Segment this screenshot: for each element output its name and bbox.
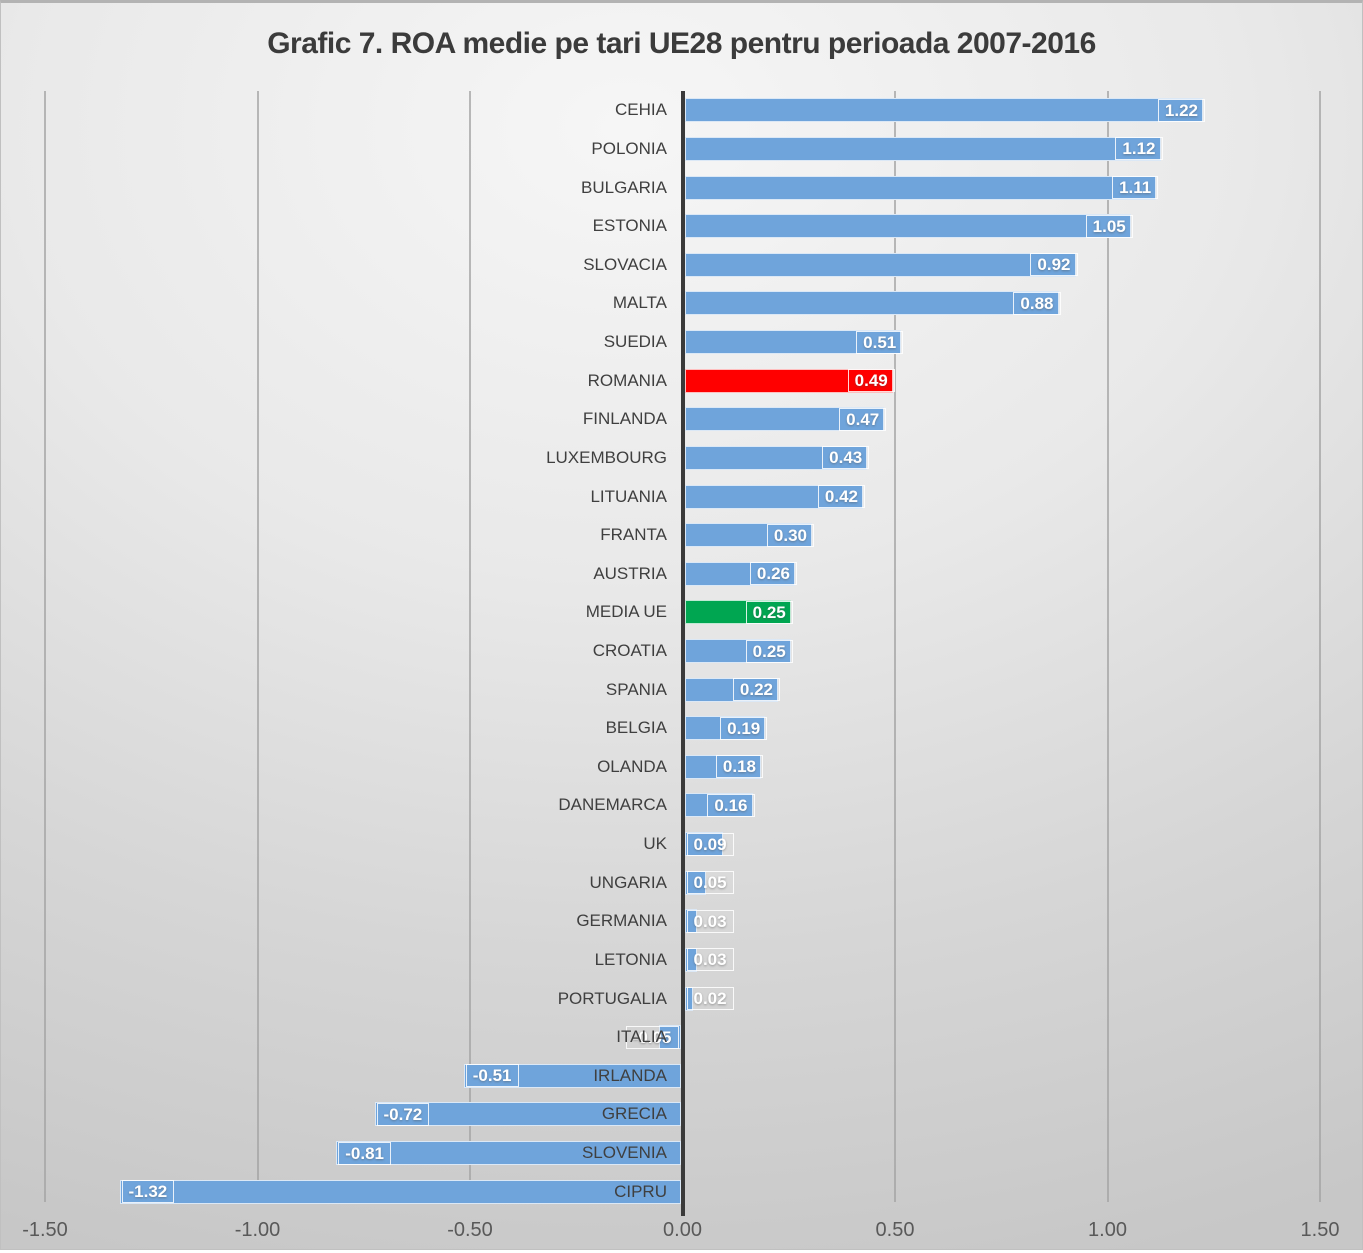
category-label: ROMANIA bbox=[587, 370, 667, 390]
category-label: CROATIA bbox=[592, 641, 667, 660]
category-label: SLOVENIA bbox=[581, 1143, 667, 1163]
bar-value-label: 0.30 bbox=[766, 523, 814, 547]
plot-area: -1.50 -1.00 -0.50 0.00 0.50 1.00 1.50 1.22 CEHIA… bbox=[1, 3, 1363, 1253]
category-label: FRANTA bbox=[600, 525, 667, 545]
bar bbox=[684, 754, 761, 779]
bar bbox=[684, 98, 1203, 123]
bar-value-label: -0.51 bbox=[465, 1064, 519, 1088]
bar bbox=[684, 484, 863, 509]
bar bbox=[684, 330, 902, 355]
bar-value-label: 0.19 bbox=[720, 716, 768, 740]
bar bbox=[684, 677, 778, 702]
category-label: BULGARIA bbox=[581, 177, 667, 197]
gridline bbox=[256, 91, 259, 1202]
gridline bbox=[894, 91, 896, 1202]
bar bbox=[684, 291, 1059, 316]
category-label: PORTUGALIA bbox=[557, 988, 667, 1008]
bar bbox=[684, 136, 1161, 161]
bar-value-label: -0.81 bbox=[338, 1141, 391, 1165]
bar-value-label: 0.02 bbox=[686, 987, 734, 1011]
bar-value-label: -0.05 bbox=[625, 1025, 679, 1049]
category-label: MALTA bbox=[612, 293, 667, 313]
zero-axis-line bbox=[680, 91, 685, 1216]
category-label: IRLANDA bbox=[593, 1065, 667, 1085]
category-label: FINLANDA bbox=[582, 409, 667, 429]
bar-value-label: 1.11 bbox=[1112, 176, 1159, 200]
bar-value-label: 0.03 bbox=[686, 948, 734, 972]
category-label: CEHIA bbox=[615, 100, 667, 120]
bar bbox=[684, 639, 791, 663]
bar-value-label: 0.26 bbox=[749, 562, 797, 586]
category-label: DANEMARCA bbox=[558, 795, 667, 815]
category-label: MEDIA UE bbox=[585, 602, 667, 622]
bar-value-label: 0.25 bbox=[745, 600, 793, 624]
category-label: SLOVACIA bbox=[583, 254, 667, 274]
bar bbox=[684, 445, 868, 470]
category-label: GRECIA bbox=[601, 1104, 667, 1124]
category-label: OLANDA bbox=[597, 756, 667, 776]
bar bbox=[684, 600, 791, 625]
bar-value-label: 0.88 bbox=[1013, 291, 1061, 315]
bar bbox=[684, 407, 885, 432]
category-label: ITALIA bbox=[616, 1027, 667, 1047]
bar-value-label: 0.22 bbox=[732, 678, 780, 702]
bar bbox=[684, 793, 753, 818]
gridline bbox=[1106, 91, 1109, 1202]
bar bbox=[684, 832, 723, 857]
bar-value-label: -0.72 bbox=[376, 1102, 430, 1126]
bar-value-label: 0.92 bbox=[1030, 253, 1078, 277]
category-label: CIPRU bbox=[614, 1181, 667, 1201]
chart-title: Grafic 7. ROA medie pe tari UE28 pentru … bbox=[267, 27, 1096, 60]
category-label: POLONIA bbox=[591, 138, 667, 158]
bar-value-label: 0.47 bbox=[839, 407, 887, 431]
bar bbox=[684, 561, 795, 586]
category-label: GERMANIA bbox=[576, 911, 667, 931]
category-label: SPANIA bbox=[605, 679, 667, 699]
bar bbox=[684, 252, 1076, 277]
x-tick-label: 0.00 bbox=[663, 1219, 702, 1241]
bar bbox=[119, 1179, 681, 1204]
bar bbox=[374, 1102, 681, 1127]
x-tick-label: -1.00 bbox=[234, 1219, 281, 1241]
bar bbox=[684, 175, 1157, 200]
category-label: UNGARIA bbox=[589, 872, 667, 892]
x-tick-label: 0.50 bbox=[875, 1219, 915, 1241]
bar-value-label: 1.05 bbox=[1085, 214, 1133, 238]
bar-value-label: 1.22 bbox=[1157, 98, 1205, 122]
bar-value-label: 0.03 bbox=[686, 909, 734, 933]
category-label: LUXEMBOURG bbox=[546, 447, 667, 467]
category-label: LETONIA bbox=[594, 949, 667, 969]
bar-value-label: 0.09 bbox=[686, 832, 734, 856]
x-tick-label: 1.00 bbox=[1088, 1219, 1127, 1241]
category-label: ESTONIA bbox=[592, 216, 667, 236]
bar-value-label: 0.18 bbox=[715, 755, 763, 779]
gridline bbox=[1319, 91, 1321, 1202]
bar-value-label: 0.05 bbox=[686, 871, 734, 895]
bar bbox=[684, 523, 812, 548]
category-label: AUSTRIA bbox=[593, 563, 667, 583]
bar-value-label: 1.12 bbox=[1115, 137, 1163, 161]
category-label: LITUANIA bbox=[590, 486, 667, 506]
bar bbox=[684, 214, 1131, 239]
bar bbox=[336, 1141, 681, 1166]
bar-value-label: -1.32 bbox=[121, 1180, 175, 1204]
x-tick-label: -0.50 bbox=[447, 1219, 493, 1241]
bar-value-label: 0.42 bbox=[817, 485, 865, 509]
bar-value-label: 0.43 bbox=[822, 446, 870, 470]
bar bbox=[463, 1063, 681, 1088]
category-label: BELGIA bbox=[605, 718, 667, 738]
category-label: SUEDIA bbox=[603, 332, 667, 352]
bar-value-label: 0.49 bbox=[847, 369, 895, 393]
category-label: UK bbox=[643, 834, 667, 854]
gridline bbox=[469, 91, 471, 1202]
bar-value-label: 0.25 bbox=[745, 639, 793, 663]
x-tick-label: 1.50 bbox=[1300, 1219, 1340, 1241]
x-tick-label: -1.50 bbox=[22, 1219, 68, 1241]
gridline bbox=[44, 91, 46, 1202]
bar-value-label: 0.51 bbox=[856, 330, 904, 354]
bar-value-label: 0.16 bbox=[707, 793, 755, 817]
bar bbox=[684, 368, 893, 393]
